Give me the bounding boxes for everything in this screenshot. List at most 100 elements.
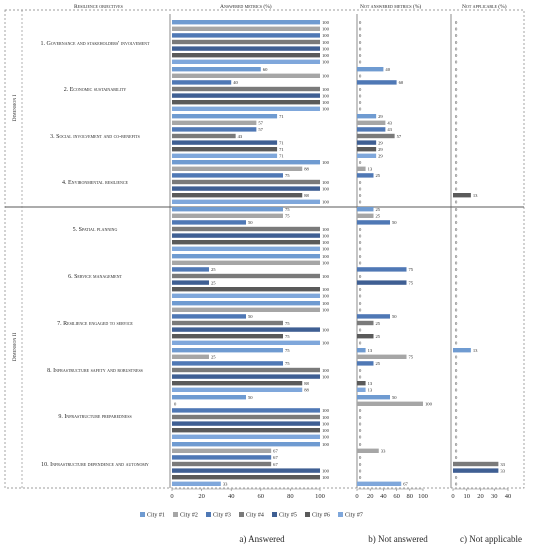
value-label-p1-obj3-city1: 71 bbox=[279, 114, 284, 119]
legend-swatch-city1 bbox=[140, 512, 145, 517]
value-label-p1-obj2-city3: 40 bbox=[233, 80, 238, 85]
value-label-p1-obj5-city3: 50 bbox=[248, 220, 253, 225]
bars-layer: 1001001001001001001006010040100100100100… bbox=[172, 20, 506, 487]
value-label-p3-obj3-city2: 0 bbox=[455, 121, 458, 126]
value-label-p1-obj10-city1: 100 bbox=[322, 442, 330, 447]
value-label-p2-obj6-city7: 0 bbox=[359, 294, 362, 299]
value-label-p1-obj9-city7: 100 bbox=[322, 435, 330, 440]
value-label-p1-obj2-city5: 100 bbox=[322, 93, 330, 98]
value-label-p2-obj9-city1: 50 bbox=[392, 395, 397, 400]
value-label-p3-obj1-city2: 0 bbox=[455, 27, 458, 32]
bar-p2-obj3-city5 bbox=[357, 140, 377, 145]
value-label-p2-obj6-city4: 0 bbox=[359, 274, 362, 279]
legend-swatch-city3 bbox=[206, 512, 211, 517]
value-label-p1-obj9-city4: 100 bbox=[322, 415, 330, 420]
objective-label-9: 9. Infrastructure preparedness bbox=[58, 414, 131, 420]
value-label-p2-obj2-city6: 0 bbox=[359, 100, 362, 105]
value-label-p2-obj7-city4: 25 bbox=[376, 321, 381, 326]
bar-p2-obj10-city2 bbox=[357, 448, 379, 453]
bar-p1-obj1-city3 bbox=[172, 33, 320, 38]
panel-2-bars: 0000000400600000294343572929290132500002… bbox=[357, 20, 433, 487]
value-label-p3-obj9-city4: 0 bbox=[455, 415, 458, 420]
x-tick-label-p2: 80 bbox=[407, 493, 414, 500]
value-label-p1-obj8-city7: 88 bbox=[304, 388, 309, 393]
value-label-p1-obj4-city1: 100 bbox=[322, 160, 330, 165]
bar-p1-obj3-city7 bbox=[172, 153, 278, 158]
bar-p2-obj6-city3 bbox=[357, 267, 407, 272]
bar-p3-obj8-city1 bbox=[453, 348, 471, 353]
objective-label-6: 6. Service management bbox=[68, 274, 122, 280]
bar-p1-obj7-city7 bbox=[172, 340, 320, 345]
legend-label-city1: City #1 bbox=[147, 513, 165, 519]
value-label-p3-obj5-city6: 0 bbox=[455, 240, 458, 245]
value-label-p3-obj7-city4: 0 bbox=[455, 321, 458, 326]
x-tick-label-p2: 20 bbox=[367, 493, 374, 500]
value-label-p1-obj4-city7: 100 bbox=[322, 200, 330, 205]
value-label-p3-obj2-city4: 0 bbox=[455, 87, 458, 92]
value-label-p2-obj2-city4: 0 bbox=[359, 87, 362, 92]
legend: City #1 City #2 City #3 City #4 City #5 City … bbox=[140, 512, 363, 519]
value-label-p1-obj3-city4: 43 bbox=[238, 134, 243, 139]
x-tick-label-p1: 40 bbox=[228, 493, 235, 500]
value-label-p2-obj1-city4: 0 bbox=[359, 40, 362, 45]
value-label-p3-obj3-city6: 0 bbox=[455, 147, 458, 152]
value-label-p3-obj2-city3: 0 bbox=[455, 80, 458, 85]
value-label-p2-obj4-city5: 0 bbox=[359, 186, 362, 191]
bar-p3-obj10-city4 bbox=[453, 461, 499, 467]
bar-p1-obj10-city6 bbox=[172, 475, 320, 480]
header-objectives: Resilience objectives bbox=[74, 4, 123, 10]
value-label-p3-obj9-city2: 0 bbox=[455, 402, 458, 407]
value-label-p3-obj6-city3: 0 bbox=[455, 267, 458, 272]
value-label-p3-obj7-city3: 0 bbox=[455, 314, 458, 319]
bar-p2-obj3-city6 bbox=[357, 147, 377, 152]
bar-p1-obj9-city1 bbox=[172, 395, 246, 400]
value-label-p2-obj2-city1: 40 bbox=[385, 67, 390, 72]
bar-p2-obj3-city7 bbox=[357, 153, 377, 158]
x-tick-label-p2: 60 bbox=[393, 493, 400, 500]
value-label-p3-obj6-city2: 0 bbox=[455, 261, 458, 266]
bar-p1-obj10-city4 bbox=[172, 461, 272, 467]
value-label-p2-obj4-city6: 0 bbox=[359, 193, 362, 198]
bar-p1-obj9-city4 bbox=[172, 414, 320, 420]
value-label-p3-obj1-city3: 0 bbox=[455, 33, 458, 38]
objective-label-3: 3. Social involvement and co-benefits bbox=[50, 134, 140, 140]
value-label-p3-obj4-city7: 0 bbox=[455, 200, 458, 205]
x-tick-label-p2: 0 bbox=[355, 493, 358, 500]
value-label-p2-obj7-city1: 0 bbox=[359, 301, 362, 306]
value-label-p3-obj6-city5: 0 bbox=[455, 280, 458, 285]
bar-p2-obj3-city4 bbox=[357, 133, 395, 139]
bar-p2-obj8-city2 bbox=[357, 354, 407, 359]
value-label-p3-obj4-city4: 0 bbox=[455, 180, 458, 185]
value-label-p1-obj7-city1: 100 bbox=[322, 301, 330, 306]
value-label-p2-obj3-city7: 29 bbox=[378, 154, 383, 159]
bar-p2-obj8-city6 bbox=[357, 381, 366, 386]
value-label-p1-obj3-city5: 71 bbox=[279, 140, 284, 145]
value-label-p3-obj5-city1: 0 bbox=[455, 207, 458, 212]
value-label-p3-obj3-city7: 0 bbox=[455, 154, 458, 159]
objective-label-10: 10. Infrastructure dependence and autono… bbox=[41, 462, 149, 468]
value-label-p2-obj4-city7: 0 bbox=[359, 200, 362, 205]
value-label-p3-obj1-city4: 0 bbox=[455, 40, 458, 45]
value-label-p3-obj5-city3: 0 bbox=[455, 220, 458, 225]
x-tick-label-p1: 0 bbox=[170, 493, 173, 500]
bar-p2-obj5-city3 bbox=[357, 220, 390, 225]
value-label-p2-obj3-city2: 43 bbox=[387, 121, 392, 126]
value-label-p1-obj4-city3: 75 bbox=[285, 173, 290, 178]
legend-label-city6: City #6 bbox=[312, 513, 330, 519]
value-label-p1-obj9-city6: 100 bbox=[322, 428, 330, 433]
bar-p1-obj7-city2 bbox=[172, 307, 320, 312]
bar-p1-obj3-city2 bbox=[172, 120, 257, 125]
value-label-p3-obj9-city5: 0 bbox=[455, 421, 458, 426]
value-label-p2-obj4-city3: 25 bbox=[376, 173, 381, 178]
caption-not-answered: b) Not answered bbox=[368, 534, 428, 544]
bar-p1-obj5-city3 bbox=[172, 220, 246, 225]
value-label-p1-obj3-city7: 71 bbox=[279, 154, 284, 159]
bar-p2-obj3-city3 bbox=[357, 127, 386, 132]
value-label-p2-obj9-city6: 0 bbox=[359, 428, 362, 433]
value-label-p2-obj6-city6: 0 bbox=[359, 287, 362, 292]
value-label-p2-obj5-city2: 25 bbox=[376, 214, 381, 219]
bar-p1-obj2-city7 bbox=[172, 106, 320, 111]
value-label-p2-obj7-city3: 50 bbox=[392, 314, 397, 319]
bar-p1-obj9-city7 bbox=[172, 434, 320, 439]
value-label-p3-obj4-city6: 13 bbox=[473, 193, 478, 198]
